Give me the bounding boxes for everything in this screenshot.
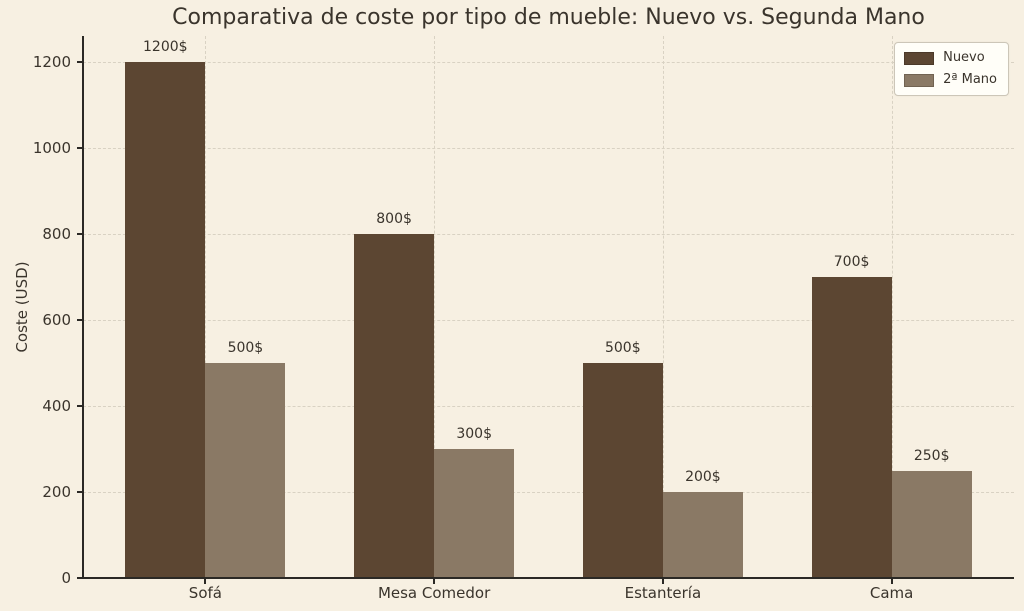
legend: Nuevo 2ª Mano — [894, 42, 1009, 96]
x-tick-mark — [204, 579, 207, 584]
h-gridline — [83, 492, 1014, 493]
v-gridline — [205, 36, 207, 578]
y-tick-mark — [77, 60, 83, 63]
y-tick-mark — [77, 146, 83, 149]
x-tick-label: Estantería — [624, 584, 702, 602]
legend-swatch — [904, 51, 935, 65]
y-tick-mark — [77, 491, 83, 493]
v-gridline — [891, 36, 893, 578]
bar-nuevo-1 — [354, 233, 435, 577]
y-tick-mark — [77, 232, 83, 235]
h-gridline — [83, 233, 1014, 235]
bar-value-label: 700$ — [833, 253, 870, 270]
v-gridline — [662, 36, 664, 578]
y-tick-mark — [77, 577, 83, 579]
y-axis-title: Coste (USD) — [13, 261, 31, 353]
y-tick-label: 1000 — [32, 138, 71, 157]
x-tick-label: Sofá — [188, 584, 222, 602]
bar-2-mano-3 — [891, 470, 972, 577]
h-gridline — [83, 147, 1014, 149]
bar-value-label: 200$ — [685, 469, 721, 485]
bar-2-mano-0 — [205, 362, 286, 577]
h-gridline — [83, 405, 1014, 407]
x-tick-label: Mesa Comedor — [377, 584, 491, 602]
bar-2-mano-1 — [434, 449, 515, 577]
y-tick-label: 1200 — [32, 52, 71, 71]
y-tick-mark — [77, 318, 83, 321]
legend-label: 2ª Mano — [943, 72, 997, 87]
bar-value-label: 250$ — [913, 447, 950, 464]
bar-2-mano-2 — [662, 492, 743, 577]
bar-value-label: 800$ — [376, 210, 412, 227]
legend-swatch — [904, 73, 935, 87]
legend-item: 2ª Mano — [904, 72, 997, 88]
h-gridline — [83, 319, 1014, 321]
y-tick-mark — [77, 404, 83, 407]
legend-label: Nuevo — [943, 50, 985, 65]
y-tick-label: 0 — [61, 569, 71, 587]
x-tick-mark — [661, 579, 664, 584]
y-tick-label: 400 — [42, 396, 71, 415]
chart-title: Comparativa de coste por tipo de mueble:… — [172, 5, 925, 30]
v-gridline — [434, 36, 436, 578]
x-tick-label: Cama — [869, 584, 914, 602]
y-tick-label: 600 — [42, 310, 71, 329]
bar-nuevo-3 — [811, 276, 892, 577]
y-tick-label: 800 — [42, 224, 71, 243]
legend-item: Nuevo — [904, 50, 997, 66]
bar-value-label: 500$ — [227, 339, 264, 356]
bar-value-label: 1200$ — [143, 38, 188, 55]
bar-value-label: 300$ — [456, 426, 492, 442]
bar-nuevo-2 — [582, 362, 663, 577]
x-tick-mark — [433, 579, 436, 584]
h-gridline — [83, 61, 1014, 63]
y-tick-label: 200 — [42, 483, 71, 501]
bar-value-label: 500$ — [604, 339, 641, 356]
plot-area — [82, 36, 1014, 579]
bar-nuevo-0 — [125, 61, 206, 577]
x-tick-mark — [890, 579, 893, 584]
